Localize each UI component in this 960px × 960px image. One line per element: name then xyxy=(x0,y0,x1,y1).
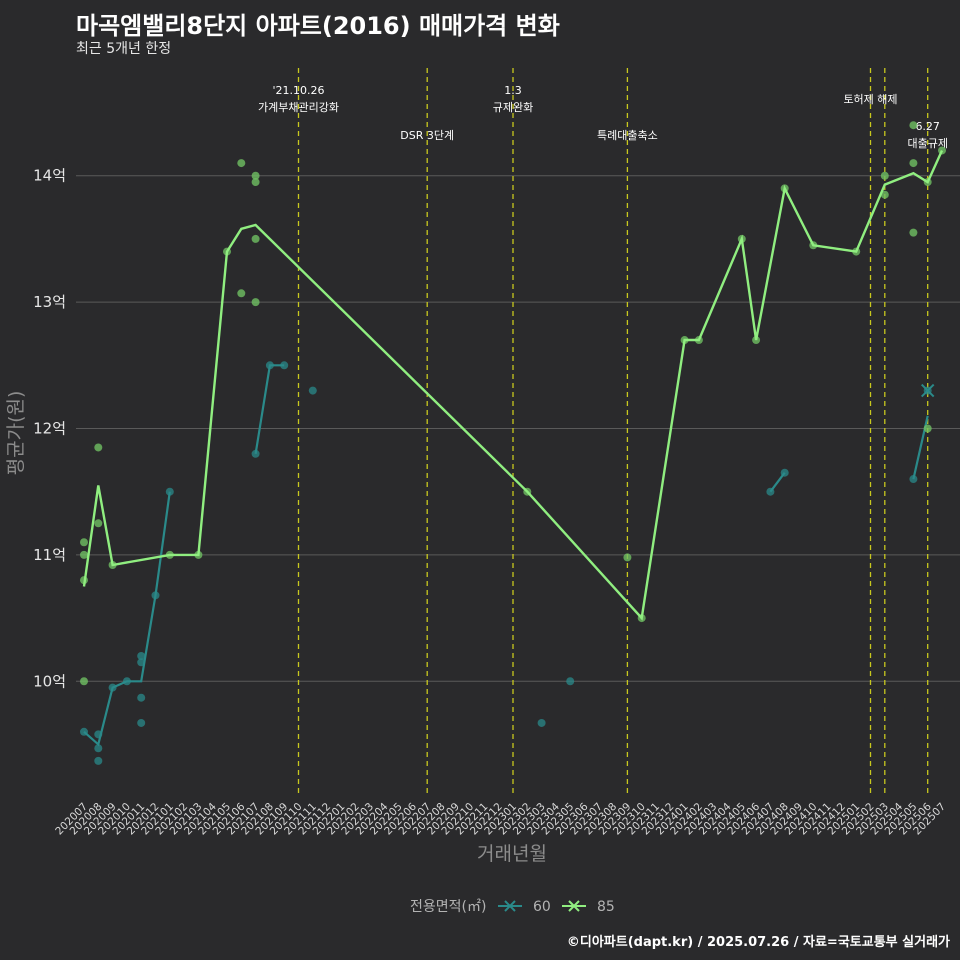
data-point-85 xyxy=(237,159,246,168)
data-point-60 xyxy=(94,756,103,765)
series-60 xyxy=(80,361,935,765)
legend-key-85-cross xyxy=(568,900,580,912)
legend-title: 전용면적(㎡) xyxy=(410,899,486,915)
data-point-85 xyxy=(909,121,918,130)
chart-subtitle: 최근 5개년 한정 xyxy=(76,41,172,57)
data-point-60 xyxy=(137,651,146,660)
y-tick-label: 14억 xyxy=(33,167,66,185)
event-label: 1.3 xyxy=(504,84,522,97)
data-point-60 xyxy=(566,677,575,686)
data-point-85 xyxy=(251,234,260,243)
event-label: DSR 3단계 xyxy=(400,129,454,142)
data-point-85 xyxy=(880,190,889,199)
data-point-85 xyxy=(909,228,918,237)
y-tick-label: 13억 xyxy=(33,293,66,311)
event-label: 대출규제 xyxy=(907,137,947,150)
event-label: '21.10.26 xyxy=(272,84,324,97)
data-point-85 xyxy=(94,443,103,452)
x-axis-ticks: 2020072020082020092020102020112020122021… xyxy=(53,800,948,837)
event-label: 특례대출축소 xyxy=(597,129,658,142)
data-point-60 xyxy=(308,386,317,395)
series-line-60 xyxy=(769,472,786,493)
y-axis-title: 평균가(원) xyxy=(5,391,27,476)
event-label: 토허제 해제 xyxy=(843,92,897,106)
data-point-85 xyxy=(880,171,889,180)
series-line-85 xyxy=(82,150,944,621)
data-point-85 xyxy=(923,424,932,433)
data-point-60 xyxy=(94,744,103,753)
data-point-85 xyxy=(909,159,918,168)
series-85 xyxy=(80,121,946,686)
highlight-cross-marker xyxy=(920,383,935,398)
event-lines xyxy=(297,68,929,795)
data-point-85 xyxy=(80,677,88,686)
y-tick-label: 12억 xyxy=(33,420,66,438)
legend: 전용면적(㎡) 60 85 xyxy=(410,899,615,915)
y-axis-ticks: 10억 11억 12억 13억 14억 xyxy=(33,167,66,691)
legend-label-60: 60 xyxy=(533,899,551,915)
event-label: 규제완화 xyxy=(493,101,533,114)
grid-lines xyxy=(76,175,960,682)
data-point-85 xyxy=(80,538,88,547)
y-tick-label: 10억 xyxy=(33,672,66,690)
data-point-60 xyxy=(137,718,146,727)
legend-key-60-cross xyxy=(504,900,516,912)
event-label: 가계부채관리강화 xyxy=(258,101,339,114)
y-tick-label: 11억 xyxy=(33,546,66,564)
data-point-85 xyxy=(251,171,260,180)
series-line-60 xyxy=(83,491,171,747)
x-axis-title: 거래년월 xyxy=(477,843,547,865)
data-point-85 xyxy=(80,550,88,559)
source-credit: ©디아파트(dapt.kr) / 2025.07.26 / 자료=국토교통부 실… xyxy=(566,935,950,950)
chart-title: 마곡엠밸리8단지 아파트(2016) 매매가격 변화 xyxy=(76,12,560,40)
data-point-85 xyxy=(251,298,260,307)
legend-label-85: 85 xyxy=(597,899,615,915)
data-point-60 xyxy=(537,718,546,727)
data-point-85 xyxy=(251,178,260,187)
data-point-60 xyxy=(137,693,146,702)
series-line-60 xyxy=(254,364,285,454)
event-label: 6.27 xyxy=(915,120,940,133)
data-point-60 xyxy=(165,487,174,496)
data-point-85 xyxy=(237,289,246,298)
data-point-85 xyxy=(623,553,632,562)
data-point-85 xyxy=(94,519,103,528)
